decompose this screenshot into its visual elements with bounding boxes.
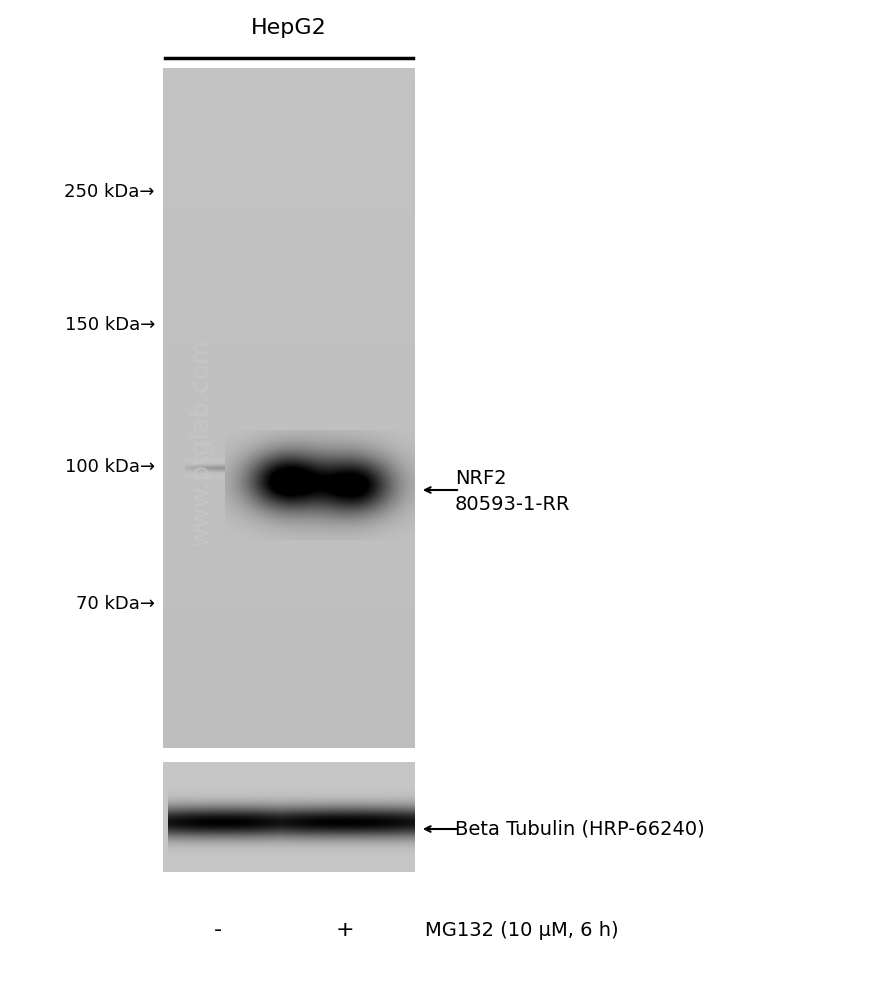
Text: www.ptglab.com: www.ptglab.com — [189, 338, 213, 546]
Text: 250 kDa→: 250 kDa→ — [64, 183, 155, 201]
Text: +: + — [335, 920, 355, 940]
Text: Beta Tubulin (HRP-66240): Beta Tubulin (HRP-66240) — [455, 820, 705, 838]
Text: 150 kDa→: 150 kDa→ — [64, 316, 155, 334]
Text: 100 kDa→: 100 kDa→ — [65, 458, 155, 476]
Text: HepG2: HepG2 — [251, 18, 326, 38]
Text: NRF2: NRF2 — [455, 468, 507, 488]
Text: MG132 (10 μM, 6 h): MG132 (10 μM, 6 h) — [425, 920, 619, 940]
Text: -: - — [214, 920, 222, 940]
Text: 70 kDa→: 70 kDa→ — [76, 595, 155, 613]
Text: 80593-1-RR: 80593-1-RR — [455, 495, 570, 514]
